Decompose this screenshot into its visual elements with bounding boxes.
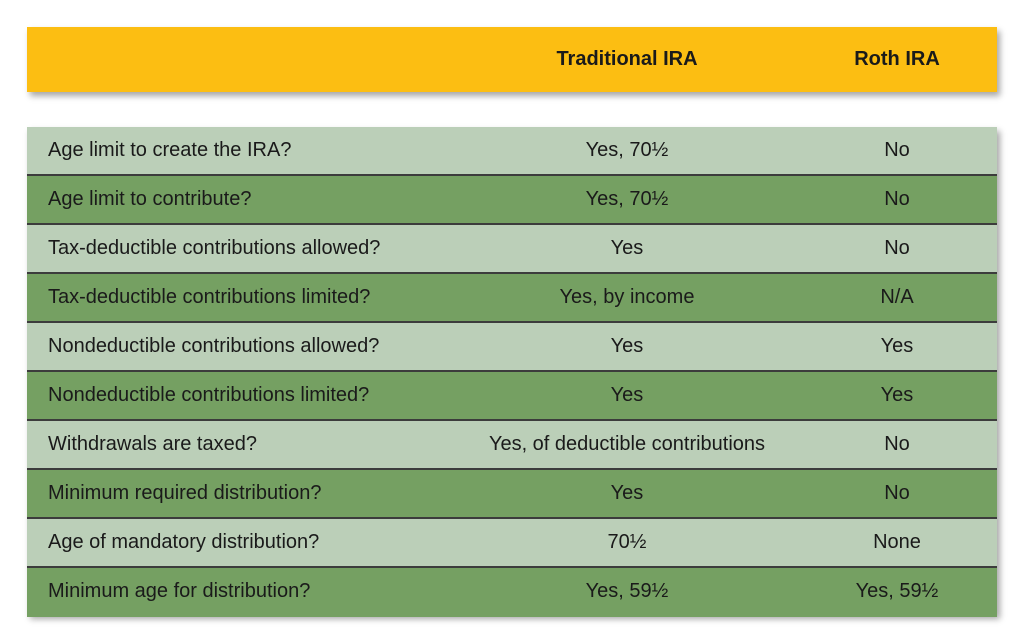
comparison-table: Age limit to create the IRA? Yes, 70½ No… <box>27 127 997 617</box>
roth-value: None <box>873 531 921 553</box>
table-row: Withdrawals are taxed? Yes, of deductibl… <box>27 421 997 470</box>
traditional-value: Yes, 70½ <box>585 139 669 161</box>
header-traditional-ira: Traditional IRA <box>556 48 698 70</box>
roth-value: Yes <box>880 384 914 406</box>
traditional-value: Yes <box>610 237 644 259</box>
traditional-value: Yes, 59½ <box>585 580 669 602</box>
header-roth-ira: Roth IRA <box>854 48 940 70</box>
row-label: Nondeductible contributions limited? <box>48 384 370 406</box>
table-row: Age limit to create the IRA? Yes, 70½ No <box>27 127 997 176</box>
table-row: Nondeductible contributions allowed? Yes… <box>27 323 997 372</box>
row-label: Nondeductible contributions allowed? <box>48 335 380 357</box>
traditional-value: Yes, by income <box>559 286 695 308</box>
table-row: Minimum age for distribution? Yes, 59½ Y… <box>27 568 997 617</box>
roth-value: No <box>884 237 910 259</box>
row-label: Minimum required distribution? <box>48 482 322 504</box>
row-label: Tax-deductible contributions allowed? <box>48 237 381 259</box>
roth-value: N/A <box>880 286 914 308</box>
table-row: Age limit to contribute? Yes, 70½ No <box>27 176 997 225</box>
traditional-value: Yes, of deductible contributions <box>488 433 766 455</box>
table-header: Traditional IRA Roth IRA <box>27 27 997 92</box>
row-label: Age limit to create the IRA? <box>48 139 292 161</box>
table-row: Age of mandatory distribution? 70½ None <box>27 519 997 568</box>
table-row: Nondeductible contributions limited? Yes… <box>27 372 997 421</box>
row-label: Age of mandatory distribution? <box>48 531 320 553</box>
row-label: Age limit to contribute? <box>48 188 252 210</box>
table-row: Tax-deductible contributions limited? Ye… <box>27 274 997 323</box>
traditional-value: Yes <box>610 335 644 357</box>
traditional-value: Yes <box>610 384 644 406</box>
roth-value: No <box>884 188 910 210</box>
table-row: Minimum required distribution? Yes No <box>27 470 997 519</box>
row-label: Tax-deductible contributions limited? <box>48 286 371 308</box>
roth-value: Yes <box>880 335 914 357</box>
traditional-value: Yes, 70½ <box>585 188 669 210</box>
traditional-value: 70½ <box>607 531 647 553</box>
row-label: Minimum age for distribution? <box>48 580 311 602</box>
table-row: Tax-deductible contributions allowed? Ye… <box>27 225 997 274</box>
roth-value: No <box>884 482 910 504</box>
roth-value: No <box>884 139 910 161</box>
traditional-value: Yes <box>610 482 644 504</box>
roth-value: Yes, 59½ <box>855 580 939 602</box>
row-label: Withdrawals are taxed? <box>48 433 257 455</box>
roth-value: No <box>884 433 910 455</box>
